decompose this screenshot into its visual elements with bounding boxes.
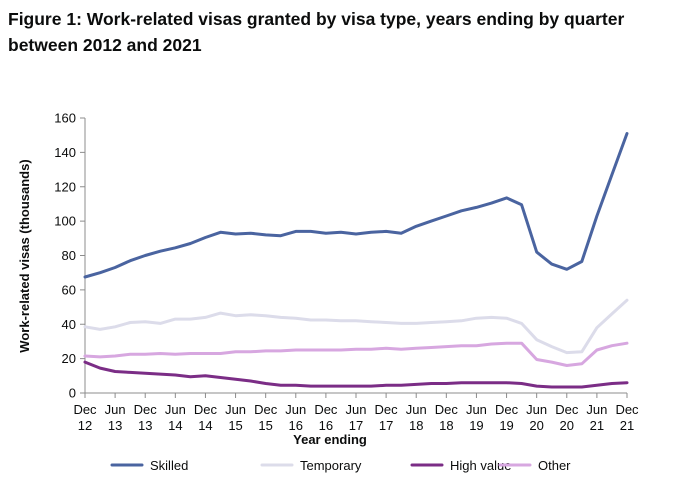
x-tick-label-month: Jun: [346, 402, 367, 417]
chart-title: Figure 1: Work-related visas granted by …: [8, 9, 625, 55]
x-tick-label-year: 15: [228, 418, 242, 433]
x-tick-label-month: Jun: [586, 402, 607, 417]
x-tick-label-year: 18: [439, 418, 453, 433]
x-tick-label-year: 17: [379, 418, 393, 433]
y-tick-label: 0: [69, 386, 76, 401]
x-tick-label-month: Jun: [105, 402, 126, 417]
legend: Skilled Temporary High value Other: [110, 458, 571, 473]
x-tick-label-year: 18: [409, 418, 423, 433]
x-tick-label-month: Jun: [526, 402, 547, 417]
x-tick-label-month: Dec: [615, 402, 639, 417]
y-tick-label: 20: [62, 351, 76, 366]
x-tick-label-month: Dec: [194, 402, 218, 417]
x-tick-label-month: Dec: [314, 402, 338, 417]
series-line-skilled: [83, 132, 629, 279]
x-tick-label-year: 19: [469, 418, 483, 433]
x-tick-label-month: Dec: [495, 402, 519, 417]
x-tick-label-month: Dec: [134, 402, 158, 417]
legend-label-temporary: Temporary: [300, 458, 362, 473]
series-line-high-value: [83, 360, 629, 389]
x-tick-label-year: 17: [349, 418, 363, 433]
legend-label-skilled: Skilled: [150, 458, 188, 473]
y-tick-label: 80: [62, 248, 76, 263]
x-tick-label-year: 13: [108, 418, 122, 433]
x-tick-label-month: Jun: [466, 402, 487, 417]
x-axis-title: Year ending: [293, 432, 367, 447]
x-tick-label-month: Dec: [254, 402, 278, 417]
legend-label-high-value: High value: [450, 458, 511, 473]
x-tick-label-year: 12: [78, 418, 92, 433]
y-axis-title: Work-related visas (thousands): [17, 159, 32, 352]
y-tick-label: 160: [54, 111, 76, 126]
x-tick-label-month: Jun: [406, 402, 427, 417]
y-tick-label: 140: [54, 145, 76, 160]
x-tick-label-year: 21: [620, 418, 634, 433]
x-tick-label-month: Dec: [435, 402, 459, 417]
x-tick-label-year: 20: [560, 418, 574, 433]
x-tick-label-year: 14: [168, 418, 182, 433]
y-tick-label: 100: [54, 214, 76, 229]
x-tick-label-month: Dec: [73, 402, 97, 417]
x-tick-label-month: Jun: [225, 402, 246, 417]
y-tick-label: 120: [54, 179, 76, 194]
legend-label-other: Other: [538, 458, 571, 473]
x-tick-label-year: 16: [319, 418, 333, 433]
x-tick-label-year: 21: [590, 418, 604, 433]
x-axis: Dec12Jun13Dec13Jun14Dec14Jun15Dec15Jun16…: [73, 392, 639, 433]
y-axis: 0 20 40 60 80 100 120 140 160: [54, 111, 86, 401]
y-tick-label: 60: [62, 282, 76, 297]
x-tick-label-year: 15: [258, 418, 272, 433]
series-line-other: [83, 341, 629, 367]
x-tick-label-month: Dec: [375, 402, 399, 417]
x-tick-label-month: Jun: [285, 402, 306, 417]
series-line-temporary: [83, 298, 629, 355]
x-tick-label-month: Jun: [165, 402, 186, 417]
x-tick-label-year: 16: [289, 418, 303, 433]
x-tick-label-year: 14: [198, 418, 212, 433]
x-tick-label-year: 20: [529, 418, 543, 433]
x-tick-label-year: 19: [499, 418, 513, 433]
x-tick-label-year: 13: [138, 418, 152, 433]
x-tick-label-month: Dec: [555, 402, 579, 417]
series-layer: [83, 132, 629, 389]
y-tick-label: 40: [62, 317, 76, 332]
